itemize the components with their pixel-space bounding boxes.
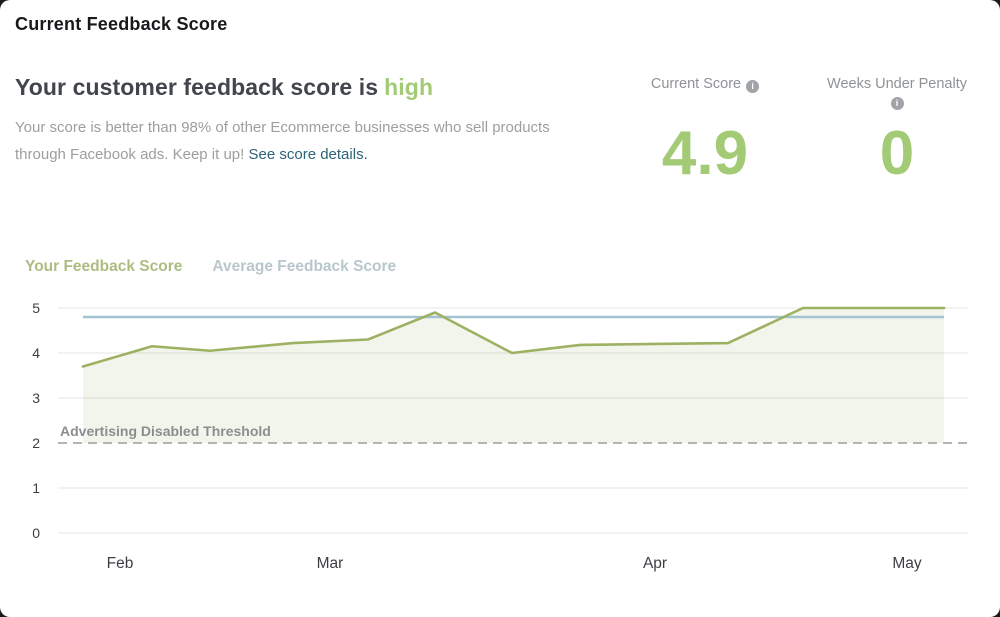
page-title: Current Feedback Score <box>15 14 228 34</box>
chart-legend: Your Feedback Score Average Feedback Sco… <box>25 258 396 276</box>
info-icon[interactable]: i <box>746 80 760 93</box>
score-summary-heading: Your customer feedback score is high <box>15 74 433 101</box>
weeks-under-penalty-value: 0 <box>879 119 915 188</box>
x-tick-label: Apr <box>643 555 667 572</box>
x-tick-label: May <box>892 555 922 572</box>
current-score-label: Current Score <box>650 76 742 92</box>
score-summary-text: Your customer feedback score is <box>15 74 379 100</box>
score-level-highlight: high <box>384 74 434 100</box>
score-description-text: Your score is better than 98% of other E… <box>15 119 550 163</box>
current-score-stat: Current Score i 4.9 <box>615 76 795 185</box>
y-tick-label: 4 <box>32 345 40 361</box>
your-score-line <box>81 306 946 368</box>
weeks-under-penalty-label: Weeks Under Penalty <box>827 76 967 92</box>
legend-average-feedback-score[interactable]: Average Feedback Score <box>212 258 397 275</box>
feedback-chart-container: 0 1 2 3 4 5 Advertising Disabled Threshold Feb M… <box>0 285 1000 585</box>
score-description: Your score is better than 98% of other E… <box>15 114 575 168</box>
current-score-value: 4.9 <box>661 119 749 188</box>
y-tick-label: 3 <box>32 390 40 406</box>
see-score-details-link[interactable]: See score details. <box>248 146 368 163</box>
weeks-under-penalty-label-row: Weeks Under Penalty i <box>807 76 987 110</box>
y-tick-label: 5 <box>32 300 40 316</box>
x-tick-label: Feb <box>107 555 134 572</box>
weeks-under-penalty-stat: Weeks Under Penalty i 0 <box>807 76 987 185</box>
current-score-label-row: Current Score i <box>615 76 795 93</box>
y-tick-label: 0 <box>32 525 40 541</box>
y-tick-label: 2 <box>32 435 40 451</box>
feedback-chart: 0 1 2 3 4 5 Advertising Disabled Threshold Feb M… <box>32 300 968 572</box>
threshold-label: Advertising Disabled Threshold <box>60 423 271 439</box>
your-score-area <box>83 308 944 443</box>
x-tick-label: Mar <box>317 555 344 572</box>
legend-your-feedback-score[interactable]: Your Feedback Score <box>25 258 183 275</box>
y-tick-label: 1 <box>32 480 40 496</box>
info-icon[interactable]: i <box>890 97 904 110</box>
